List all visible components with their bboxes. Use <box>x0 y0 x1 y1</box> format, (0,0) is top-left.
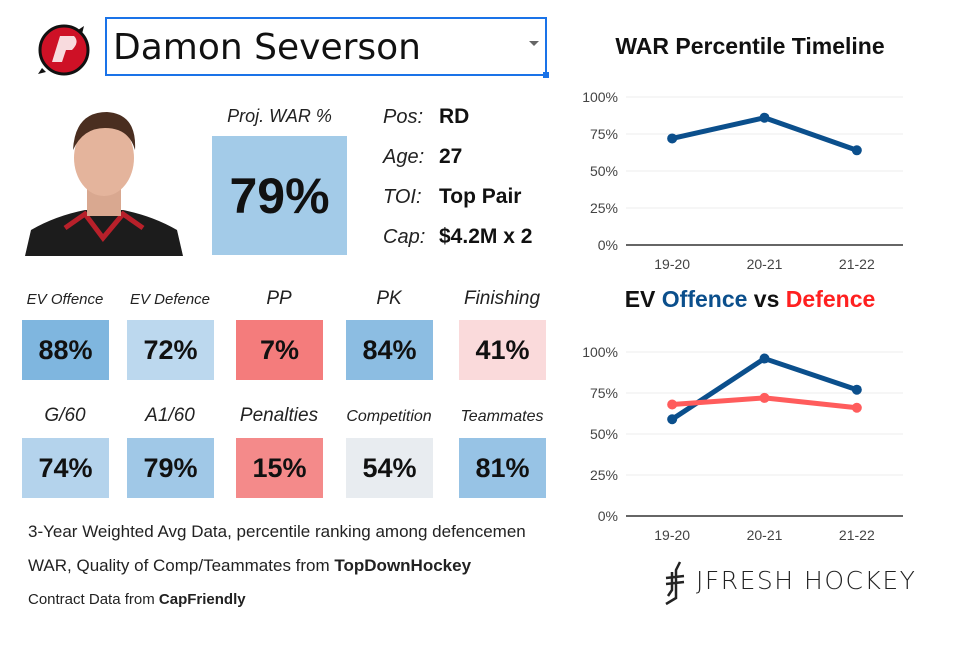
pos-value: RD <box>439 105 470 128</box>
footer-source-prefix: WAR, Quality of Comp/Teammates from <box>28 556 335 575</box>
stat-label: Finishing <box>463 288 541 309</box>
stat-value: 79% <box>127 438 214 498</box>
y-tick-label: 50% <box>590 426 618 442</box>
stat-label: EV Offence <box>26 291 104 308</box>
toi-value: Top Pair <box>439 185 522 208</box>
stat-value: 84% <box>346 320 433 380</box>
age-label: Age: <box>383 146 425 168</box>
devils-logo <box>38 24 90 76</box>
stat-label: A1/60 <box>145 405 195 426</box>
war-point <box>851 145 862 156</box>
ev-offence-defence-chart: 0% 25% 50% 75% 100% 19-20 20-21 21-22 <box>582 344 903 543</box>
stat-value: 72% <box>127 320 214 380</box>
war-point <box>759 112 770 123</box>
footer-note: 3-Year Weighted Avg Data, percentile ran… <box>28 522 526 541</box>
footer-source-contract: Contract Data from CapFriendly <box>28 591 246 608</box>
stat-value: 41% <box>459 320 546 380</box>
war-point <box>667 133 678 144</box>
toi-label: TOI: <box>383 186 422 208</box>
age-value: 27 <box>439 145 463 168</box>
stat-label: PK <box>376 288 402 309</box>
chart2-title-defence: Defence <box>785 286 876 312</box>
y-tick-label: 100% <box>582 344 618 360</box>
y-tick-label: 25% <box>590 467 618 483</box>
offence-point <box>759 353 770 364</box>
footer-contract-name: CapFriendly <box>158 591 246 608</box>
resize-handle[interactable] <box>543 72 549 78</box>
x-tick-label: 19-20 <box>654 256 690 272</box>
chart2-title-offence: Offence <box>661 286 748 312</box>
x-tick-label: 20-21 <box>747 256 783 272</box>
footer-contract-prefix: Contract Data from <box>28 591 159 608</box>
defence-point <box>667 399 678 410</box>
proj-war-label: Proj. WAR % <box>227 106 332 126</box>
stat-label: Teammates <box>460 408 544 425</box>
y-tick-label: 0% <box>598 237 618 253</box>
y-tick-label: 25% <box>590 200 618 216</box>
x-tick-label: 21-22 <box>839 256 875 272</box>
stat-value: 81% <box>459 438 546 498</box>
cap-label: Cap: <box>383 226 426 248</box>
chart2-title-vs: vs <box>747 286 786 312</box>
player-photo <box>25 112 183 256</box>
stat-label: Competition <box>346 408 432 425</box>
y-tick-label: 0% <box>598 508 618 524</box>
chart2-title: EV Offence vs Defence <box>575 286 925 313</box>
stat-label: EV Defence <box>129 291 211 308</box>
y-tick-label: 100% <box>582 89 618 105</box>
footer-source-name: TopDownHockey <box>334 556 472 575</box>
x-tick-label: 21-22 <box>839 527 875 543</box>
pos-label: Pos: <box>383 106 424 128</box>
y-tick-label: 75% <box>590 385 618 401</box>
chart1-title: WAR Percentile Timeline <box>615 33 885 59</box>
stat-value: 54% <box>346 438 433 498</box>
stat-value: 88% <box>22 320 109 380</box>
defence-point <box>851 402 862 413</box>
stat-label: PP <box>266 288 292 309</box>
stat-label: G/60 <box>44 405 86 426</box>
offence-series-line <box>670 356 858 422</box>
brand-text: JFRESH HOCKEY <box>696 566 917 595</box>
y-tick-label: 75% <box>590 126 618 142</box>
war-timeline-chart: 0% 25% 50% 75% 100% 19-20 20-21 21-22 <box>582 89 903 272</box>
stat-value: 15% <box>236 438 323 498</box>
chevron-down-icon[interactable] <box>529 41 539 46</box>
y-tick-label: 50% <box>590 163 618 179</box>
x-tick-label: 19-20 <box>654 527 690 543</box>
stat-value: 74% <box>22 438 109 498</box>
offence-point <box>851 384 862 395</box>
jfresh-logo-icon <box>665 561 685 606</box>
player-select[interactable]: Damon Severson <box>105 17 549 78</box>
offence-point <box>667 414 678 425</box>
stat-label: Penalties <box>239 405 319 426</box>
x-tick-label: 20-21 <box>747 527 783 543</box>
defence-point <box>759 392 770 403</box>
chart2-title-ev: EV <box>624 286 662 312</box>
player-name: Damon Severson <box>113 27 421 68</box>
cap-value: $4.2M x 2 <box>439 225 533 248</box>
stat-value: 7% <box>236 320 323 380</box>
proj-war-value: 79% <box>212 136 347 255</box>
footer-source-war: WAR, Quality of Comp/Teammates from TopD… <box>28 556 471 576</box>
